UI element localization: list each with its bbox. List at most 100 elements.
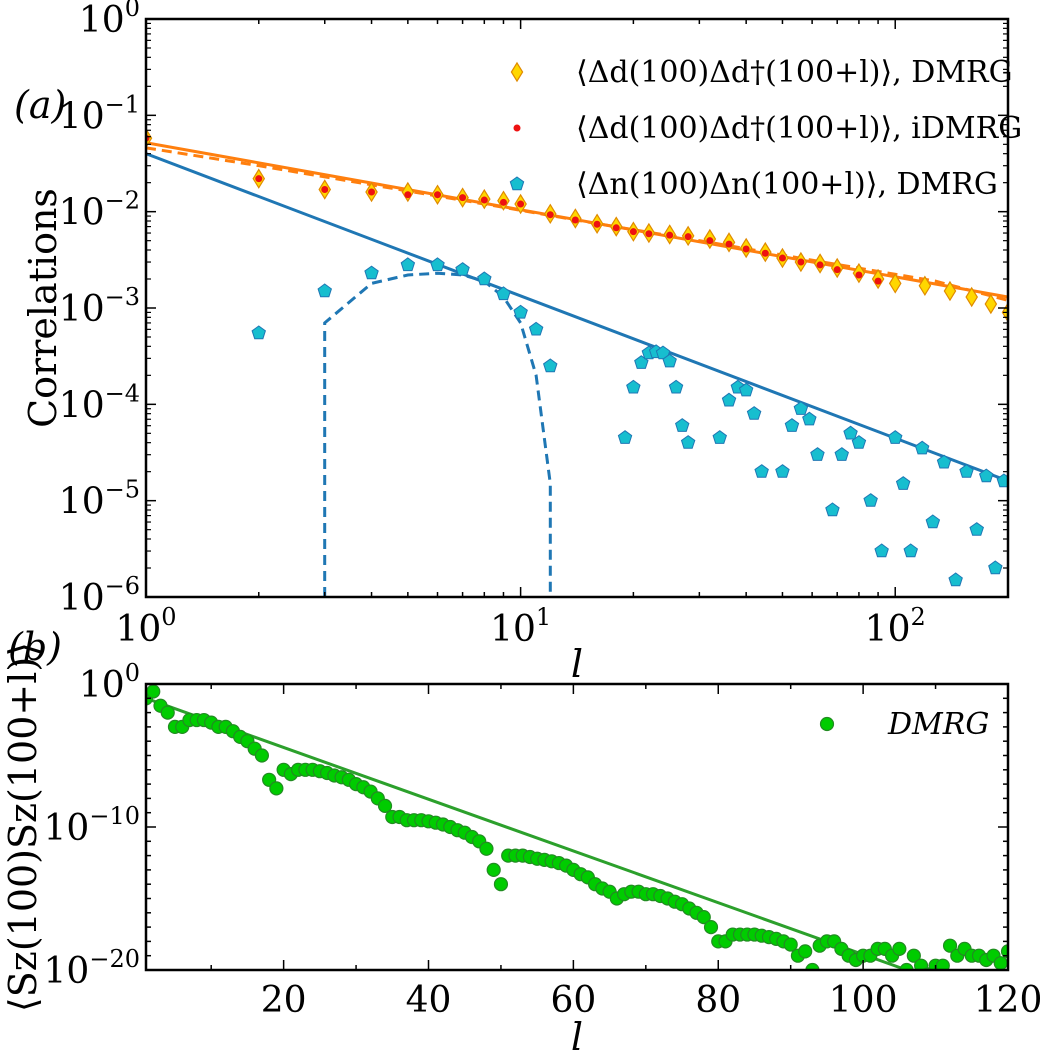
- y-tick-label-exp: −4: [105, 379, 140, 407]
- panel-b: 20 40 60 80 100 12010−2010−10100l⟨Sz(100)Sz(1…: [1, 625, 1042, 1059]
- data-point: [404, 191, 412, 199]
- plot-area: [146, 684, 1008, 970]
- axes-frame: [144, 682, 1010, 972]
- legend-marker: [510, 61, 524, 83]
- fit-line-0: [146, 696, 908, 970]
- data-point: [925, 514, 941, 529]
- data-point: [251, 325, 266, 340]
- data-point: [833, 266, 841, 274]
- data-point: [721, 392, 737, 407]
- fit-line-2: [146, 152, 1008, 483]
- data-point: [899, 962, 914, 970]
- y-tick-label: 10−4: [59, 379, 140, 426]
- data-point: [477, 271, 492, 286]
- data-point: [146, 684, 161, 699]
- data-point: [254, 748, 269, 763]
- data-point: [888, 273, 902, 294]
- data-point: [775, 464, 790, 478]
- y-tick-label-exp: −20: [89, 945, 140, 973]
- data-point: [805, 962, 820, 970]
- x-tick-label: 101: [490, 603, 551, 650]
- legend-label: ⟨Δd(100)Δd†(100+l)⟩, iDMRG: [576, 111, 1022, 146]
- data-point: [668, 379, 684, 394]
- x-tick-label: 20: [261, 980, 307, 1021]
- data-point: [626, 379, 641, 394]
- data-point: [317, 283, 332, 298]
- data-point: [493, 877, 509, 892]
- data-point: [455, 262, 470, 276]
- data-point: [851, 435, 867, 449]
- data-point: [874, 543, 889, 558]
- data-point: [430, 257, 445, 272]
- data-point: [517, 200, 525, 208]
- x-axis-label: l: [571, 1015, 583, 1059]
- x-tick-label-exp: 0: [161, 603, 176, 631]
- data-point: [255, 175, 263, 183]
- y-tick-label-exp: −2: [105, 187, 140, 215]
- y-tick-label-exp: −10: [89, 802, 140, 830]
- data-point: [888, 430, 903, 444]
- data-point: [593, 220, 601, 228]
- data-point: [965, 286, 979, 308]
- data-point: [666, 231, 674, 239]
- data-point: [843, 425, 858, 440]
- y-tick-label: 10−10: [44, 802, 140, 849]
- data-point: [617, 430, 633, 444]
- data-point: [528, 321, 544, 336]
- data-point: [993, 956, 1008, 970]
- data-point: [479, 841, 494, 856]
- series-0: [146, 684, 1008, 970]
- data-point: [486, 862, 501, 878]
- y-tick-label-exp: 0: [125, 659, 140, 687]
- data-point: [368, 188, 376, 196]
- data-point: [513, 304, 528, 319]
- x-tick-label: 102: [865, 603, 926, 650]
- data-point: [459, 194, 467, 202]
- y-tick-label: 10−20: [44, 945, 140, 992]
- data-point: [948, 572, 963, 587]
- x-axis: 20 40 60 80 100 120: [210, 684, 1043, 1021]
- data-point: [834, 447, 849, 461]
- x-tick-label-exp: 1: [536, 603, 551, 631]
- data-point: [936, 454, 952, 469]
- y-tick-label-base: 10: [44, 951, 90, 992]
- data-point: [434, 191, 442, 199]
- data-point: [706, 237, 714, 245]
- data-point: [499, 198, 507, 206]
- data-point: [874, 277, 882, 285]
- y-tick-label-base: 10: [59, 193, 105, 234]
- x-tick-label: 120: [974, 980, 1043, 1021]
- y-axis-label: ⟨Sz(100)Sz(100+l)⟩: [1, 642, 45, 1012]
- x-tick-label: 60: [550, 980, 596, 1021]
- y-tick-label-base: 10: [59, 289, 105, 330]
- data-point: [797, 258, 805, 266]
- data-point: [662, 353, 677, 368]
- data-point: [543, 358, 558, 373]
- legend-label: DMRG: [887, 707, 989, 742]
- data-point: [725, 240, 733, 248]
- data-point: [703, 919, 719, 935]
- legend-label: ⟨Δd(100)Δd†(100+l)⟩, DMRG: [576, 55, 1013, 90]
- data-point: [761, 249, 769, 257]
- data-point: [802, 411, 817, 426]
- x-axis: 100 101 102: [115, 19, 1009, 650]
- legend: DMRG: [819, 707, 989, 742]
- data-point: [1000, 944, 1008, 959]
- y-tick-label-base: 10: [44, 808, 90, 849]
- y-tick-label: 10−1: [59, 90, 140, 137]
- panel-a: 100 101 10210−610−510−410−310−210−1100lCor…: [14, 0, 1022, 686]
- data-point: [546, 211, 554, 219]
- data-point: [778, 254, 786, 262]
- data-point: [798, 944, 813, 959]
- data-point: [984, 293, 998, 315]
- data-point: [400, 257, 416, 272]
- x-tick-label: 80: [695, 980, 741, 1021]
- data-point: [742, 245, 750, 253]
- data-point: [629, 228, 637, 236]
- data-point: [675, 418, 690, 432]
- x-tick-label-exp: 2: [910, 603, 925, 631]
- data-point: [895, 476, 911, 490]
